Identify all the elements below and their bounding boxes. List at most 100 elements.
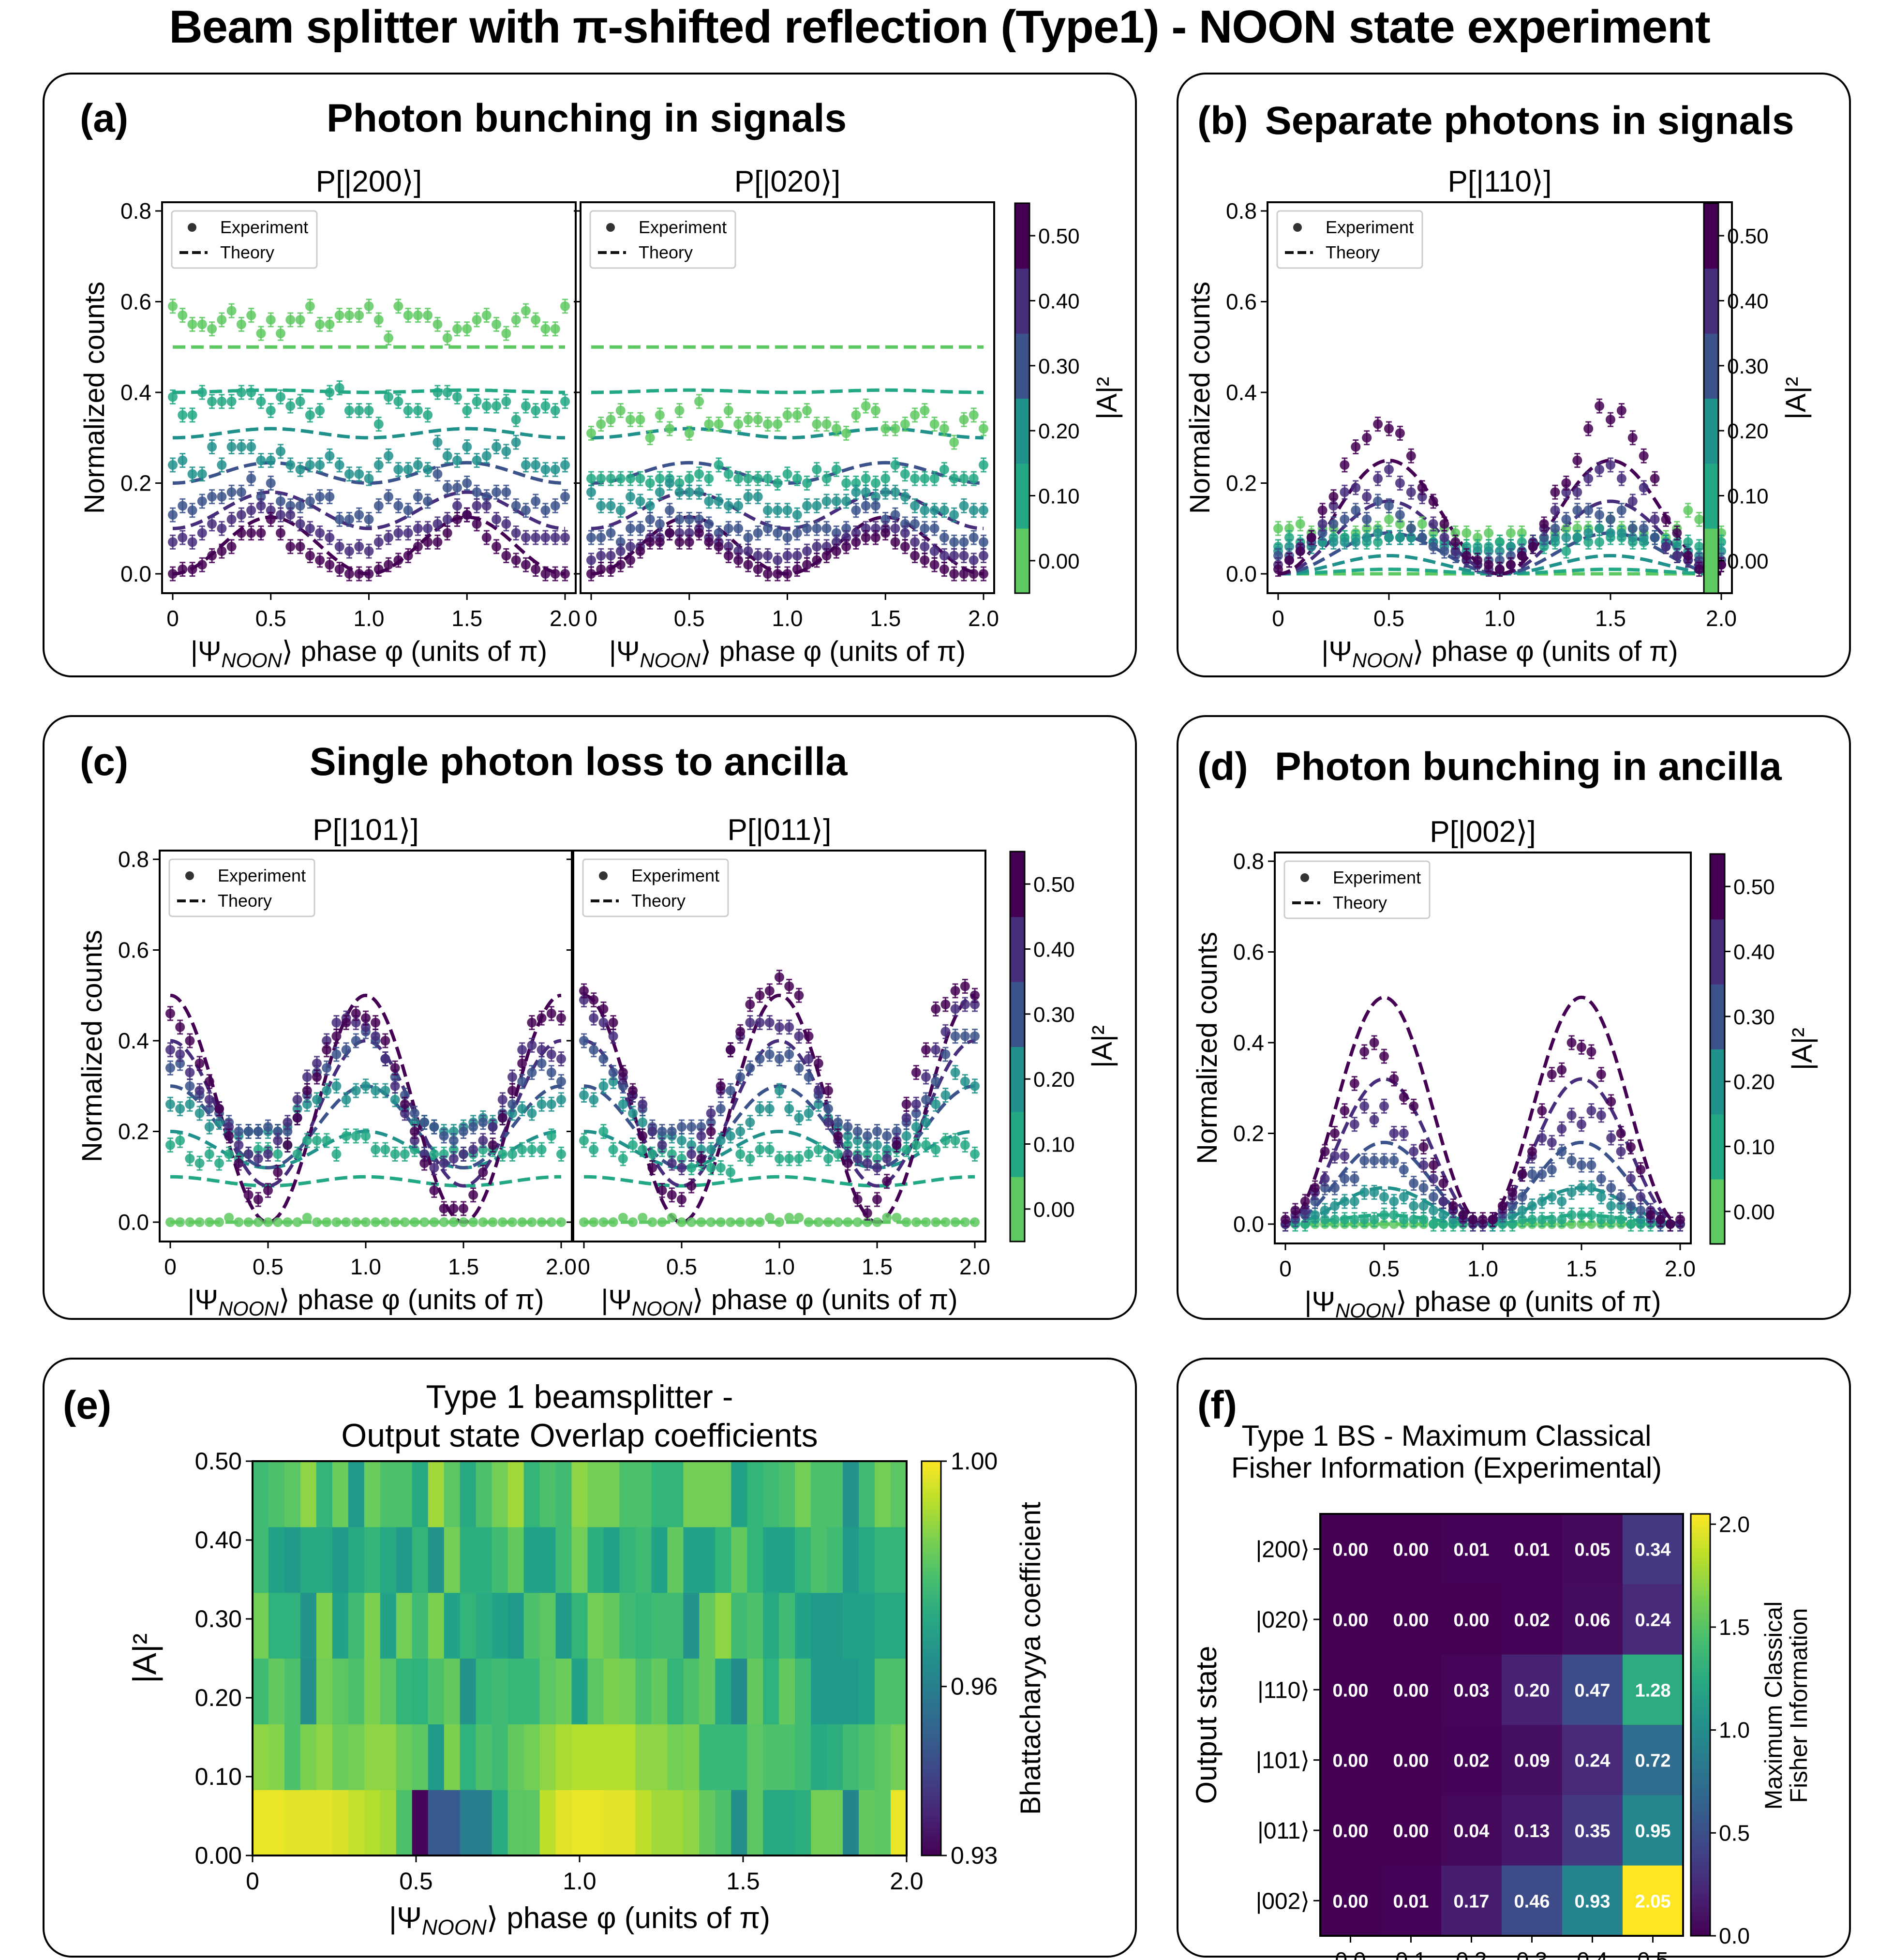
data-point [423,524,433,534]
colorbar-tick-label: 0.20 [1727,419,1769,443]
data-point [315,460,325,470]
data-point [792,474,802,484]
data-point [753,492,763,502]
data-point [1439,533,1449,542]
data-point [882,1176,892,1186]
data-point [263,1185,273,1196]
data-point [792,564,802,574]
theory-curve [591,388,984,394]
y-axis-label: Normalized counts [1184,282,1216,514]
theory-curve [591,461,984,485]
data-point [501,487,511,497]
data-point [606,474,616,484]
data-point [921,1217,931,1227]
data-point [263,1217,273,1227]
data-point [546,1099,556,1109]
data-point [1616,474,1626,484]
data-point [253,1195,263,1205]
data-point [608,1017,618,1028]
data-point [429,1149,439,1159]
colorbar-tick-label: 0.40 [1033,938,1075,962]
data-point [302,1072,312,1082]
data-point [1561,514,1571,524]
data-point [256,455,266,465]
data-point [959,501,969,511]
data-point [684,537,694,547]
data-point [665,505,675,515]
y-tick-label: 0.2 [120,471,151,496]
data-point [723,524,733,534]
data-point [1351,482,1361,493]
data-point [706,1145,716,1154]
data-point [716,1136,726,1146]
data-point [429,1122,439,1132]
colorbar-tick-label: 0.30 [1033,1003,1075,1027]
data-point [246,505,256,515]
data-point [344,514,354,524]
data-point [540,569,551,579]
data-point [527,1067,537,1077]
colorbar-segment [1704,268,1718,334]
data-point [371,1145,381,1154]
data-point [292,1113,302,1123]
data-point [773,555,783,565]
data-point [743,560,753,570]
data-point [1595,510,1605,520]
data-point [618,1099,628,1109]
y-tick-label: 0.8 [118,847,149,872]
data-point [931,1217,941,1227]
data-point [246,528,256,538]
data-point [214,1104,224,1114]
y-tick-label: 0.6 [120,289,151,314]
data-point [910,551,920,561]
data-point [234,1140,244,1150]
data-point [1583,528,1594,538]
data-point [488,1140,498,1150]
data-point [745,1117,755,1127]
data-point [821,496,832,506]
data-point [911,1217,921,1227]
data-point [1606,415,1615,425]
data-point [400,1099,410,1109]
data-point [511,501,521,511]
data-point [589,1094,599,1105]
data-point [384,560,394,570]
data-point [373,460,384,470]
data-point [178,564,188,574]
data-point [537,1099,547,1109]
data-point [843,1217,853,1227]
data-point [371,1017,381,1028]
data-point [764,1212,775,1223]
colorbar-tick-label: 0.50 [1038,224,1080,248]
data-point [696,1131,706,1141]
y-tick-label: 0.2 [1226,471,1257,496]
data-point [970,990,980,1001]
data-point [764,1145,775,1154]
data-point [921,1117,931,1127]
data-point [165,1099,175,1109]
data-point [305,301,315,311]
data-point [546,1217,556,1227]
data-point [344,310,354,320]
data-point [861,533,871,542]
data-point [726,1086,735,1096]
data-point [550,533,560,542]
data-point [472,519,482,529]
data-point [920,524,930,534]
data-point [312,1058,322,1068]
data-point [472,501,482,511]
data-point [521,533,531,542]
data-point [419,1158,430,1168]
data-point [1528,541,1538,552]
data-point [1627,496,1638,506]
data-point [852,1153,863,1164]
data-point [726,1167,735,1177]
data-point [735,1217,746,1227]
subplot-title: P[|200⟩] [316,165,422,198]
data-point [312,1072,322,1082]
data-point [900,528,910,538]
data-point [511,528,521,538]
data-point [478,1136,488,1146]
data-point [517,1045,527,1055]
data-point [667,1126,677,1137]
